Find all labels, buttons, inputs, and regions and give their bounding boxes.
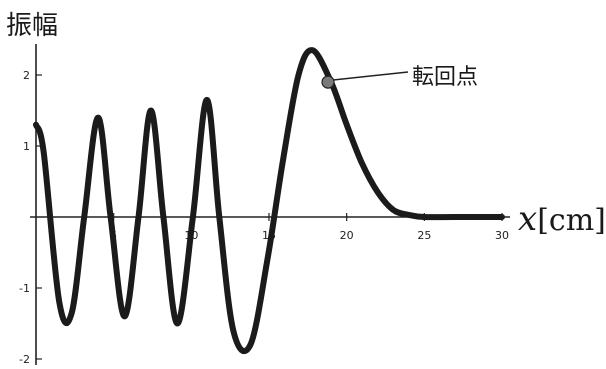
x-tick-label: 20 (340, 229, 354, 242)
y-tick-label: -1 (19, 282, 30, 295)
annotation-leader-line (331, 71, 409, 81)
y-tick-label: -2 (19, 353, 30, 366)
y-axis-label: 振幅 (6, 11, 58, 41)
turning-point-label: 転回点 (412, 65, 478, 90)
y-ticks: 2 1 -1 -2 (19, 69, 42, 366)
amplitude-curve (33, 47, 505, 355)
y-tick-label: 2 (23, 69, 30, 82)
x-tick-label: 25 (417, 229, 431, 242)
y-tick-label: 1 (23, 140, 30, 153)
turning-point-marker (321, 75, 335, 89)
x-axis-label: x[cm] (518, 199, 606, 239)
x-tick-label: 30 (495, 229, 509, 242)
x-axis-label-unit: [cm] (537, 203, 606, 238)
x-axis-label-variable: x (518, 199, 537, 239)
